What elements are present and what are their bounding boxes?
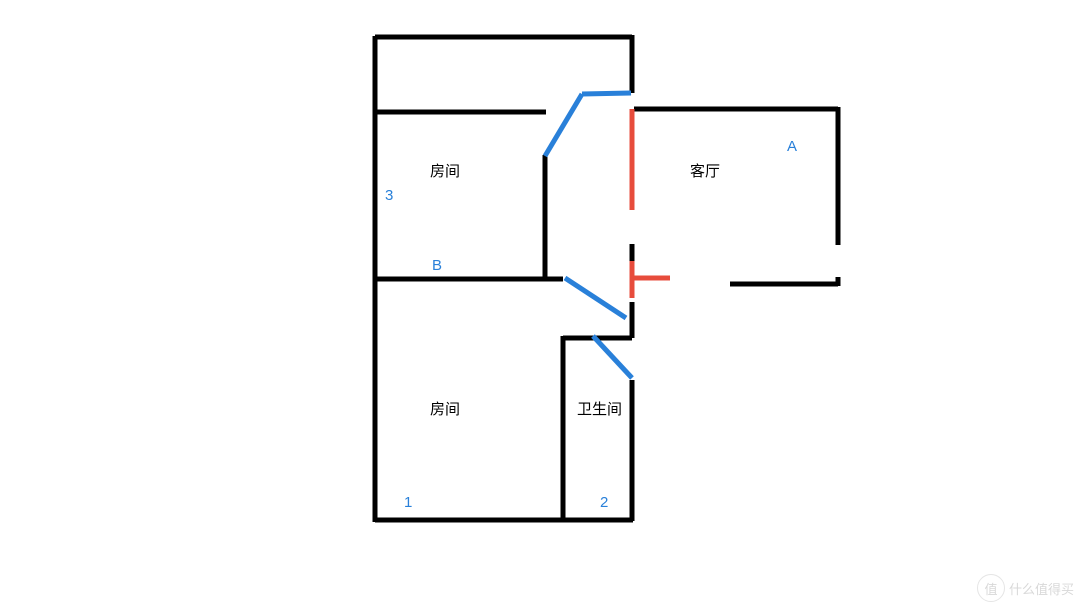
floor-plan-svg: [0, 0, 1080, 608]
room-label: 卫生间: [577, 398, 622, 419]
room-label: 房间: [430, 398, 460, 419]
accent-group: [632, 109, 670, 298]
watermark: 值 什么值得买: [977, 574, 1074, 602]
room-label: A: [787, 138, 797, 155]
room-label: 客厅: [690, 160, 720, 181]
walls-group: [375, 35, 838, 522]
room-label: 1: [404, 494, 412, 511]
room-label: 房间: [430, 160, 460, 181]
room-label: 2: [600, 494, 608, 511]
watermark-icon: 值: [977, 574, 1005, 602]
room-label: 3: [385, 187, 393, 204]
doors-group: [545, 93, 632, 378]
watermark-text: 什么值得买: [1009, 579, 1074, 598]
room-label: B: [432, 257, 442, 274]
